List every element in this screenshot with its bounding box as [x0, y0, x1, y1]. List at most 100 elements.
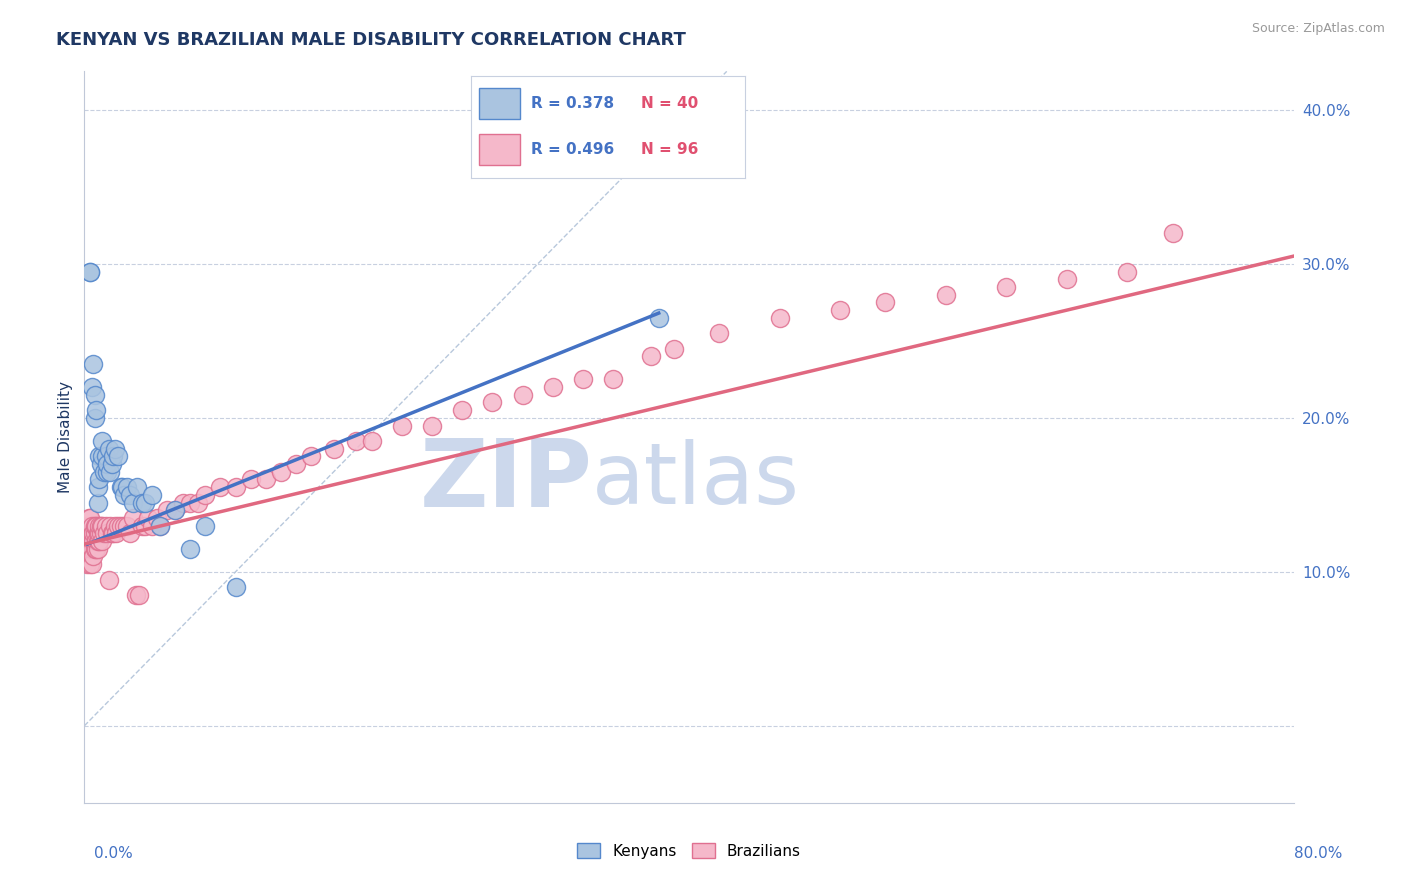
Point [110, 480, 132, 494]
Point [141, 488, 163, 502]
Point [89, 450, 111, 464]
Point [146, 511, 169, 525]
Point [93, 465, 115, 479]
Point [187, 495, 209, 509]
Point [98, 465, 121, 479]
Point [87, 534, 110, 549]
Point [87, 480, 110, 494]
Point [96, 457, 118, 471]
Legend: Kenyans, Brazilians: Kenyans, Brazilians [571, 837, 807, 864]
Point [179, 541, 201, 556]
Point [97, 442, 120, 456]
Text: R = 0.496: R = 0.496 [531, 142, 614, 157]
Point [360, 434, 382, 448]
Point [194, 518, 217, 533]
Point [648, 310, 671, 325]
Point [512, 388, 534, 402]
Point [105, 526, 128, 541]
Point [101, 450, 124, 464]
Text: R = 0.378: R = 0.378 [531, 96, 614, 111]
Point [89, 518, 111, 533]
Point [87, 526, 110, 541]
Point [107, 450, 129, 464]
Point [225, 480, 247, 494]
Point [84, 518, 107, 533]
Point [80, 526, 103, 541]
Point [149, 518, 172, 533]
Point [86, 541, 108, 556]
Point [101, 526, 124, 541]
Text: 80.0%: 80.0% [1295, 847, 1343, 861]
Point [995, 280, 1018, 294]
Point [451, 403, 474, 417]
Point [84, 526, 107, 541]
Point [111, 480, 134, 494]
Point [322, 442, 344, 456]
Point [156, 503, 179, 517]
Point [112, 488, 135, 502]
Point [225, 580, 247, 594]
Text: KENYAN VS BRAZILIAN MALE DISABILITY CORRELATION CHART: KENYAN VS BRAZILIAN MALE DISABILITY CORR… [56, 31, 686, 49]
Point [84, 410, 107, 425]
Point [391, 418, 413, 433]
Point [572, 372, 595, 386]
Point [179, 495, 201, 509]
Point [299, 450, 322, 464]
Point [254, 472, 277, 486]
Point [96, 526, 118, 541]
Point [346, 434, 368, 448]
Point [112, 518, 135, 533]
Point [77, 518, 100, 533]
Point [80, 380, 103, 394]
Point [127, 480, 149, 494]
Text: 0.0%: 0.0% [94, 847, 134, 861]
Point [239, 472, 262, 486]
Point [100, 526, 122, 541]
Point [80, 557, 103, 571]
Point [91, 518, 114, 533]
Point [662, 342, 685, 356]
Point [82, 534, 104, 549]
Point [77, 549, 100, 564]
Point [420, 418, 443, 433]
Point [79, 541, 101, 556]
Point [89, 526, 111, 541]
Point [84, 388, 107, 402]
Point [134, 518, 156, 533]
Point [75, 534, 97, 549]
Point [97, 573, 120, 587]
Point [1116, 264, 1139, 278]
Point [90, 518, 112, 533]
Point [110, 518, 132, 533]
Point [121, 511, 143, 525]
Point [93, 526, 115, 541]
Text: atlas: atlas [592, 440, 800, 523]
Point [769, 310, 792, 325]
Point [77, 511, 100, 525]
Point [125, 588, 148, 602]
Point [75, 541, 97, 556]
Point [134, 495, 156, 509]
Point [90, 526, 112, 541]
Point [98, 518, 121, 533]
Point [87, 541, 110, 556]
Point [172, 495, 194, 509]
Point [79, 526, 101, 541]
Point [165, 503, 187, 517]
Point [80, 541, 103, 556]
Point [76, 526, 98, 541]
Bar [479, 135, 520, 165]
Point [76, 557, 98, 571]
Text: N = 40: N = 40 [641, 96, 699, 111]
Point [935, 287, 957, 301]
Point [84, 541, 107, 556]
Point [79, 511, 101, 525]
Point [76, 518, 98, 533]
Point [136, 511, 159, 525]
Point [94, 518, 117, 533]
Point [75, 526, 97, 541]
Point [91, 434, 114, 448]
Point [115, 518, 138, 533]
Point [82, 549, 104, 564]
Point [79, 264, 101, 278]
